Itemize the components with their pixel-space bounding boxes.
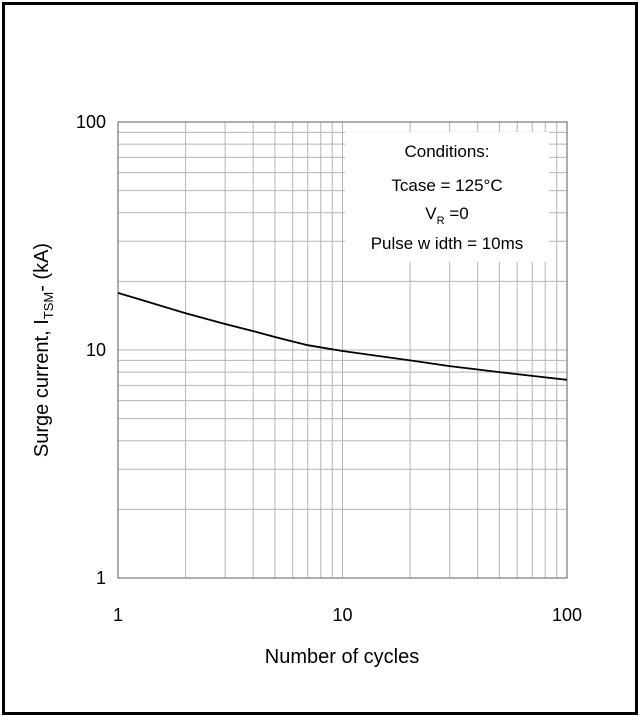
x-tick-label: 100 bbox=[552, 605, 582, 625]
surge-current-line bbox=[117, 292, 568, 381]
x-tick-label: 1 bbox=[113, 605, 123, 625]
y-tick-label: 10 bbox=[86, 340, 106, 360]
y-tick-label: 100 bbox=[76, 112, 106, 132]
x-axis-label: Number of cycles bbox=[265, 646, 420, 668]
conditions-box bbox=[345, 132, 549, 262]
x-tick-label: 10 bbox=[332, 605, 352, 625]
conditions-vr-main: V bbox=[425, 204, 437, 223]
conditions-title: Conditions: bbox=[404, 142, 489, 161]
plot-area bbox=[117, 121, 568, 579]
y-axis-label-main: Surge current, I bbox=[31, 319, 53, 457]
y-axis-label-sub: TSM bbox=[41, 292, 56, 319]
conditions-tcase: Tcase = 125°C bbox=[391, 176, 502, 195]
tick-labels: 1 10 100 1 10 100 bbox=[76, 112, 582, 625]
y-axis-label: Surge current, ITSM- (kA) bbox=[31, 243, 56, 457]
conditions-vr: VR =0 bbox=[425, 204, 468, 227]
conditions-vr-tail: =0 bbox=[445, 204, 469, 223]
conditions-vr-sub: R bbox=[437, 215, 445, 227]
y-tick-label: 1 bbox=[96, 568, 106, 588]
conditions-pulse-width: Pulse w idth = 10ms bbox=[371, 234, 524, 253]
y-axis-label-tail: - (kA) bbox=[31, 243, 53, 292]
